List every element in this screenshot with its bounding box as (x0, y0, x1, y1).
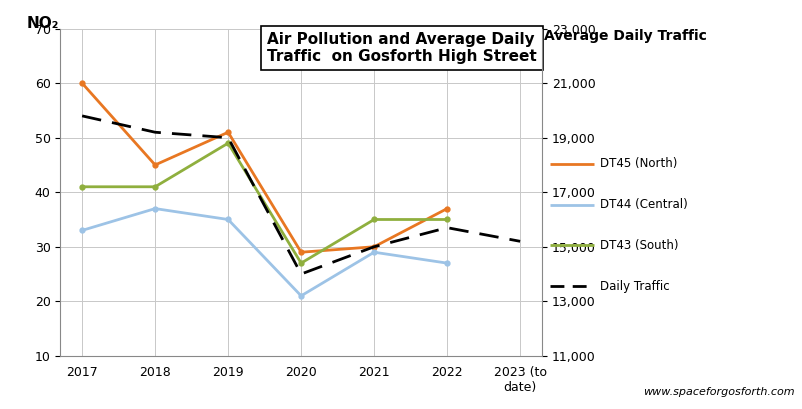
Daily Traffic (515, 239, 525, 244)
DT45 (North) (296, 250, 306, 255)
Text: DT44 (Central): DT44 (Central) (599, 198, 687, 211)
Line: DT43 (South): DT43 (South) (79, 141, 449, 265)
Text: www.spaceforgosforth.com: www.spaceforgosforth.com (642, 387, 794, 397)
DT44 (Central) (223, 217, 233, 222)
Text: DT43 (South): DT43 (South) (599, 239, 678, 252)
DT45 (North) (369, 244, 379, 249)
DT45 (North) (223, 130, 233, 135)
Daily Traffic (442, 225, 452, 230)
Daily Traffic (369, 244, 379, 249)
DT43 (South) (369, 217, 379, 222)
DT45 (North) (442, 206, 452, 211)
Daily Traffic (296, 272, 306, 276)
Daily Traffic (150, 130, 160, 135)
Text: Average Daily Traffic: Average Daily Traffic (543, 29, 706, 43)
Line: Daily Traffic: Daily Traffic (82, 116, 520, 274)
DT44 (Central) (150, 206, 160, 211)
DT44 (Central) (442, 261, 452, 265)
DT45 (North) (150, 162, 160, 167)
DT43 (South) (223, 141, 233, 146)
DT43 (South) (150, 184, 160, 189)
Text: DT45 (North): DT45 (North) (599, 157, 676, 170)
DT43 (South) (442, 217, 452, 222)
Text: Daily Traffic: Daily Traffic (599, 280, 669, 293)
DT45 (North) (77, 81, 87, 85)
DT44 (Central) (77, 228, 87, 233)
DT44 (Central) (369, 250, 379, 255)
Line: DT44 (Central): DT44 (Central) (79, 206, 449, 298)
DT43 (South) (296, 261, 306, 265)
Text: Air Pollution and Average Daily
Traffic  on Gosforth High Street: Air Pollution and Average Daily Traffic … (267, 32, 537, 64)
Daily Traffic (77, 113, 87, 118)
DT44 (Central) (296, 293, 306, 298)
Text: NO₂: NO₂ (26, 16, 59, 31)
Line: DT45 (North): DT45 (North) (79, 81, 449, 255)
DT43 (South) (77, 184, 87, 189)
Daily Traffic (223, 135, 233, 140)
